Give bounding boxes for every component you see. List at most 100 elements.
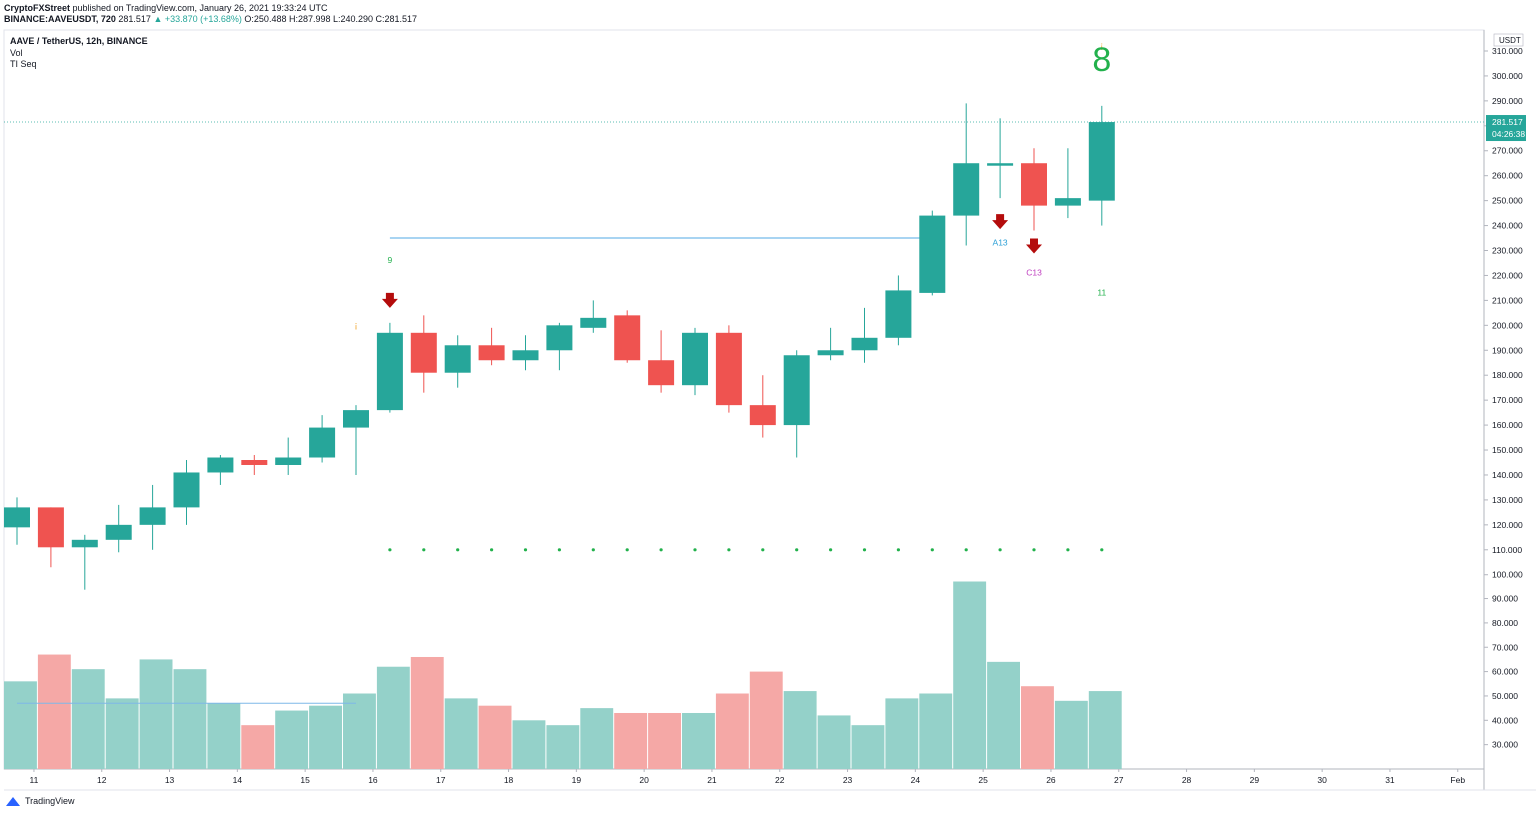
candle-body xyxy=(376,332,403,411)
y-tick-label: 140.000 xyxy=(1492,470,1523,480)
support-dot xyxy=(557,548,562,552)
volume-bar xyxy=(139,659,173,769)
candle-body xyxy=(478,345,505,361)
support-dot xyxy=(795,548,799,552)
y-tick-label: 100.000 xyxy=(1492,570,1523,580)
candle-body xyxy=(851,337,878,351)
publisher-name[interactable]: CryptoFXStreet xyxy=(4,3,71,13)
publish-info: CryptoFXStreet published on TradingView.… xyxy=(4,3,417,25)
candle-body xyxy=(207,457,234,473)
candle-body xyxy=(139,507,166,525)
volume-bar xyxy=(410,656,444,769)
volume-bar xyxy=(851,725,885,769)
seq-mark: ¡ xyxy=(355,320,358,330)
y-tick-label: 260.000 xyxy=(1492,171,1523,181)
support-dot xyxy=(761,548,765,552)
vol-tick-label: 30.000 xyxy=(1492,740,1518,750)
vol-tick-label: 90.000 xyxy=(1492,594,1518,604)
support-dot xyxy=(591,548,595,552)
y-tick-label: 110.000 xyxy=(1492,545,1522,555)
y-tick-label: 200.000 xyxy=(1492,320,1523,330)
volume-bar xyxy=(885,698,919,769)
support-dot xyxy=(930,548,934,552)
vol-tick-label: 60.000 xyxy=(1492,667,1518,677)
last-price-text: 281.517 xyxy=(118,14,151,24)
candle-body xyxy=(105,524,132,540)
candle-body xyxy=(410,332,437,373)
candle-body xyxy=(1088,122,1115,201)
volume-bar xyxy=(309,705,342,769)
volume-bar xyxy=(343,693,376,769)
x-tick-label: 28 xyxy=(1182,775,1192,785)
support-dot xyxy=(1066,548,1070,552)
support-dot xyxy=(998,548,1002,552)
candle-body xyxy=(1054,198,1081,206)
y-tick-label: 190.000 xyxy=(1492,345,1523,355)
support-dot xyxy=(896,548,901,552)
volume-bar xyxy=(1088,691,1122,769)
x-tick-label: 30 xyxy=(1317,775,1327,785)
legend-ti-seq[interactable]: TI Seq xyxy=(10,59,37,69)
seq-label: 9 xyxy=(388,255,393,265)
x-tick-label: 25 xyxy=(978,775,988,785)
y-tick-label: 250.000 xyxy=(1492,196,1523,206)
volume-bar xyxy=(987,661,1020,769)
tradingview-logo[interactable]: TradingView xyxy=(4,795,75,807)
ohlc-text: O:250.488 H:287.998 L:240.290 C:281.517 xyxy=(244,14,418,24)
support-dot xyxy=(422,548,426,552)
x-tick-label: 15 xyxy=(300,775,310,785)
x-tick-label: 22 xyxy=(775,775,785,785)
volume-bar xyxy=(275,710,309,769)
currency-label: USDT xyxy=(1499,36,1521,45)
candle-body xyxy=(682,332,708,386)
volume-bar xyxy=(682,712,715,769)
y-tick-label: 160.000 xyxy=(1492,420,1523,430)
candle-body xyxy=(4,507,30,528)
support-dot xyxy=(829,548,833,552)
candle-body xyxy=(444,345,471,373)
volume-bar xyxy=(953,581,987,769)
volume-bar xyxy=(71,669,105,769)
y-tick-label: 170.000 xyxy=(1492,395,1523,405)
chart-legend: AAVE / TetherUS, 12h, BINANCE Vol TI Seq xyxy=(10,36,148,71)
y-tick-label: 150.000 xyxy=(1492,445,1523,455)
volume-bar xyxy=(648,712,681,769)
seq-label: A13 xyxy=(993,238,1008,248)
seq-mark: ¡ xyxy=(1100,40,1103,50)
x-tick-label: 19 xyxy=(572,775,582,785)
x-tick-label: 17 xyxy=(436,775,446,785)
y-tick-label: 130.000 xyxy=(1492,495,1523,505)
support-dot xyxy=(1100,548,1104,552)
y-tick-label: 310.000 xyxy=(1492,46,1523,56)
y-tick-label: 240.000 xyxy=(1492,221,1523,231)
vol-tick-label: 50.000 xyxy=(1492,691,1518,701)
volume-bar xyxy=(919,693,953,769)
x-tick-label: 18 xyxy=(504,775,514,785)
x-tick-label: 14 xyxy=(233,775,243,785)
sell-arrow-icon xyxy=(381,292,398,308)
candle-body xyxy=(919,215,946,293)
candle-body xyxy=(580,317,607,328)
support-dot xyxy=(693,548,697,552)
x-tick-label: 20 xyxy=(639,775,649,785)
support-dot xyxy=(964,548,968,552)
support-dot xyxy=(862,548,867,552)
x-tick-label: 26 xyxy=(1046,775,1056,785)
symbol-line: BINANCE:AAVEUSDT, 720 xyxy=(4,14,116,24)
volume-bar xyxy=(749,671,783,769)
y-tick-label: 210.000 xyxy=(1492,295,1523,305)
seq-label: C13 xyxy=(1026,267,1042,277)
volume-bar xyxy=(512,720,546,769)
x-tick-label: 12 xyxy=(97,775,107,785)
x-tick-label: 27 xyxy=(1114,775,1124,785)
x-tick-label: 31 xyxy=(1385,775,1395,785)
seq-label: 11 xyxy=(1097,287,1106,297)
candle-body xyxy=(715,332,742,406)
vol-tick-label: 40.000 xyxy=(1492,715,1518,725)
sell-arrow-icon xyxy=(992,214,1009,230)
legend-volume[interactable]: Vol xyxy=(10,47,23,58)
candle-body xyxy=(512,350,539,361)
volume-bar xyxy=(1054,700,1088,769)
footer-brand: TradingView xyxy=(25,796,75,806)
